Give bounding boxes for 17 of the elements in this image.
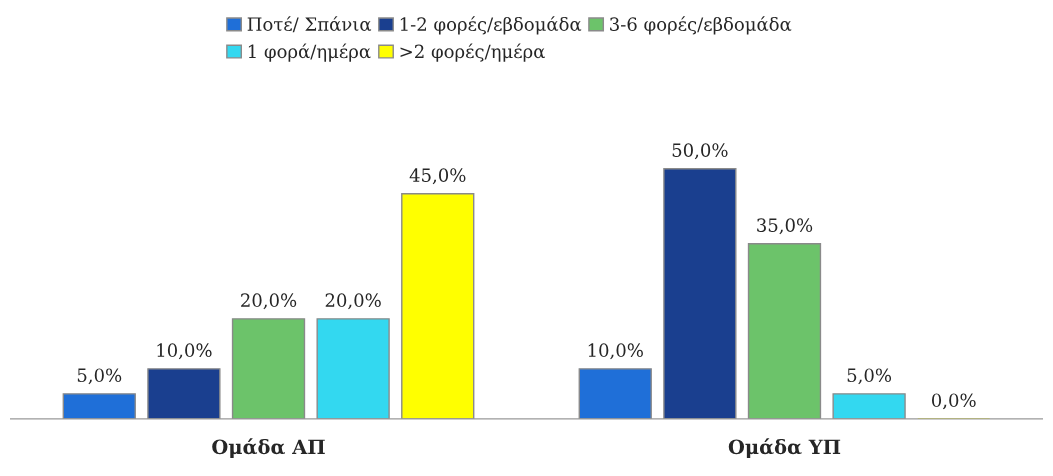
data-label: 50,0%: [672, 143, 728, 160]
data-label: 45,0%: [409, 168, 466, 185]
legend-label: 3-6 φορές/εβδομάδα: [610, 16, 792, 35]
data-label: 10,0%: [157, 343, 212, 360]
legend-label: Ποτέ/ Σπάνια: [247, 16, 372, 33]
data-label: 20,0%: [325, 293, 381, 310]
x-tick-label: Ομάδα ΥΠ: [728, 438, 841, 458]
x-tick-label: Ομάδα ΑΠ: [212, 438, 325, 458]
data-label: 5,0%: [77, 368, 122, 385]
data-label: 0,0%: [931, 393, 976, 410]
data-label: 10,0%: [588, 343, 643, 360]
legend-label: 1-2 φορές/εβδομάδα: [400, 16, 582, 35]
legend-label: 1 φορά/ημέρα: [248, 43, 371, 62]
data-label: 20,0%: [241, 293, 297, 310]
data-label: 35,0%: [757, 218, 813, 235]
data-label: 5,0%: [847, 368, 892, 385]
legend-label: >2 φορές/ημέρα: [400, 43, 545, 62]
